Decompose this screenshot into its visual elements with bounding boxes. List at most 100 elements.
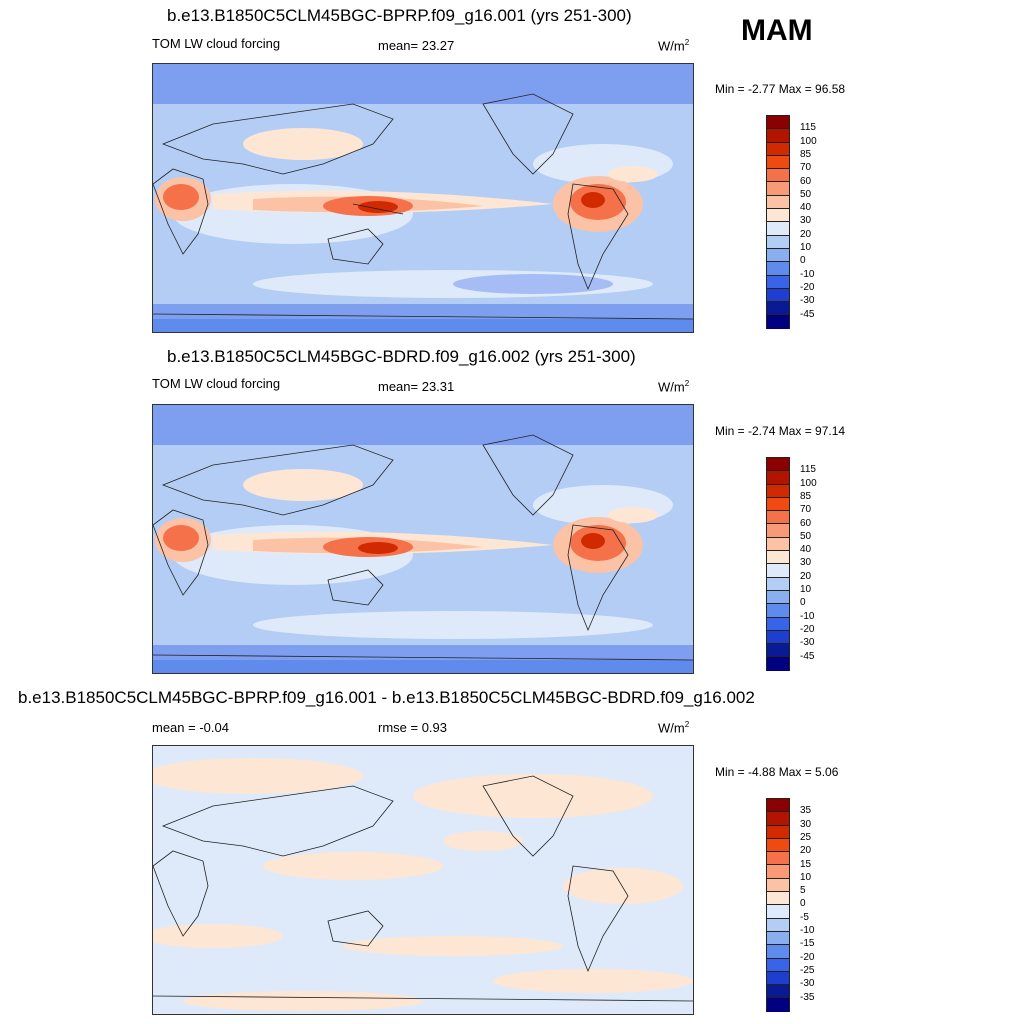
colorbar-cell xyxy=(767,484,789,498)
colorbar-cell xyxy=(767,657,789,671)
colorbar-cell xyxy=(767,315,789,329)
colorbar-cell xyxy=(767,142,789,156)
colorbar-cell xyxy=(767,799,789,813)
colorbar-cell xyxy=(767,116,789,130)
colorbar-tick-label: 0 xyxy=(800,597,806,609)
panel3-units: W/m2 xyxy=(658,720,690,736)
colorbar-tick-label: 60 xyxy=(800,517,812,529)
colorbar-cell xyxy=(767,182,789,196)
colorbar-tick-label: 40 xyxy=(800,202,812,214)
panel1-mean-label: mean= 23.27 xyxy=(378,38,455,53)
colorbar-cell xyxy=(767,812,789,826)
colorbar-cell xyxy=(767,275,789,289)
panel2-title: b.e13.B1850C5CLM45BGC-BDRD.f09_g16.002 (… xyxy=(167,347,636,366)
colorbar-cell xyxy=(767,471,789,485)
colorbar-cell xyxy=(767,458,789,472)
colorbar-cell xyxy=(767,222,789,236)
colorbar-cell xyxy=(767,878,789,893)
colorbar-tick-label: 0 xyxy=(800,255,806,267)
colorbar-cell xyxy=(767,511,789,525)
colorbar-tick-label: 10 xyxy=(800,584,812,595)
panel3-minmax: Min = -4.88 Max = 5.06 xyxy=(715,765,839,779)
colorbar-tick-label: 10 xyxy=(800,242,812,253)
colorbar-tick-label: 85 xyxy=(800,490,812,502)
panel1-colorbar xyxy=(766,115,790,329)
panel3-map xyxy=(152,745,694,1015)
colorbar-tick-label: 30 xyxy=(800,215,812,227)
panel3-colorbar xyxy=(766,798,790,1012)
colorbar-tick-label: 115 xyxy=(800,122,816,134)
colorbar-tick-label: 115 xyxy=(800,464,816,476)
colorbar-cell xyxy=(767,288,789,303)
colorbar-cell xyxy=(767,577,789,591)
colorbar-cell xyxy=(767,630,789,645)
colorbar-tick-label: 35 xyxy=(800,805,812,817)
panel1-map xyxy=(152,63,694,333)
colorbar-cell xyxy=(767,195,789,210)
colorbar-cell xyxy=(767,838,789,853)
colorbar-cell xyxy=(767,551,789,565)
colorbar-tick-label: 5 xyxy=(800,885,806,897)
colorbar-cell xyxy=(767,971,789,986)
panel2-map xyxy=(152,404,694,674)
colorbar-tick-label: 100 xyxy=(800,477,817,489)
colorbar-cell xyxy=(767,169,789,183)
colorbar-tick-label: -20 xyxy=(800,281,815,293)
panel2-variable-label: TOM LW cloud forcing xyxy=(152,376,281,391)
colorbar-tick-label: 0 xyxy=(800,898,806,910)
colorbar-tick-label: 25 xyxy=(800,831,812,843)
colorbar-tick-label: 100 xyxy=(800,135,817,147)
colorbar-cell xyxy=(767,564,789,578)
colorbar-tick-label: -10 xyxy=(800,610,815,622)
colorbar-cell xyxy=(767,209,789,223)
colorbar-cell xyxy=(767,617,789,631)
colorbar-cell xyxy=(767,892,789,906)
colorbar-cell xyxy=(767,155,789,170)
colorbar-tick-label: 40 xyxy=(800,544,812,556)
panel1-variable-label: TOM LW cloud forcing xyxy=(152,36,281,51)
colorbar-tick-label: -5 xyxy=(800,911,809,923)
colorbar-cell xyxy=(767,248,789,263)
colorbar-cell xyxy=(767,524,789,538)
season-label: MAM xyxy=(741,14,813,47)
colorbar-tick-label: -45 xyxy=(800,650,815,662)
colorbar-tick-label: -30 xyxy=(800,637,815,649)
colorbar-tick-label: -15 xyxy=(800,938,815,950)
colorbar-cell xyxy=(767,985,789,999)
colorbar-cell xyxy=(767,302,789,316)
colorbar-cell xyxy=(767,644,789,658)
colorbar-cell xyxy=(767,865,789,879)
colorbar-tick-label: 85 xyxy=(800,148,812,160)
colorbar-tick-label: -10 xyxy=(800,925,815,936)
panel3-title: b.e13.B1850C5CLM45BGC-BPRP.f09_g16.001 -… xyxy=(18,688,755,707)
panel2-units: W/m2 xyxy=(658,379,690,395)
colorbar-tick-label: 20 xyxy=(800,845,812,857)
colorbar-tick-label: -20 xyxy=(800,623,815,635)
panel2-colorbar xyxy=(766,457,790,671)
colorbar-cell xyxy=(767,905,789,919)
colorbar-cell xyxy=(767,931,789,946)
colorbar-cell xyxy=(767,852,789,866)
colorbar-tick-label: -35 xyxy=(800,991,815,1003)
panel2-minmax: Min = -2.74 Max = 97.14 xyxy=(715,424,846,438)
panel1-minmax: Min = -2.77 Max = 96.58 xyxy=(715,82,846,96)
panel2-mean-label: mean= 23.31 xyxy=(378,379,455,394)
colorbar-cell xyxy=(767,958,789,972)
colorbar-tick-label: -45 xyxy=(800,308,815,320)
colorbar-tick-label: 10 xyxy=(800,871,812,883)
colorbar-tick-label: -25 xyxy=(800,964,815,976)
panel3-rmse-label: rmse = 0.93 xyxy=(378,720,448,735)
colorbar-cell xyxy=(767,825,789,839)
colorbar-tick-label: -30 xyxy=(800,295,815,307)
panel1-units: W/m2 xyxy=(658,38,690,54)
colorbar-cell xyxy=(767,262,789,276)
colorbar-tick-label: 30 xyxy=(800,818,812,830)
colorbar-tick-label: 70 xyxy=(800,162,812,174)
colorbar-tick-label: 15 xyxy=(800,858,812,870)
colorbar-tick-label: 20 xyxy=(800,570,812,582)
colorbar-cell xyxy=(767,590,789,605)
colorbar-cell xyxy=(767,604,789,618)
colorbar-cell xyxy=(767,918,789,932)
colorbar-tick-label: 50 xyxy=(800,188,812,200)
colorbar-tick-label: -30 xyxy=(800,978,815,990)
